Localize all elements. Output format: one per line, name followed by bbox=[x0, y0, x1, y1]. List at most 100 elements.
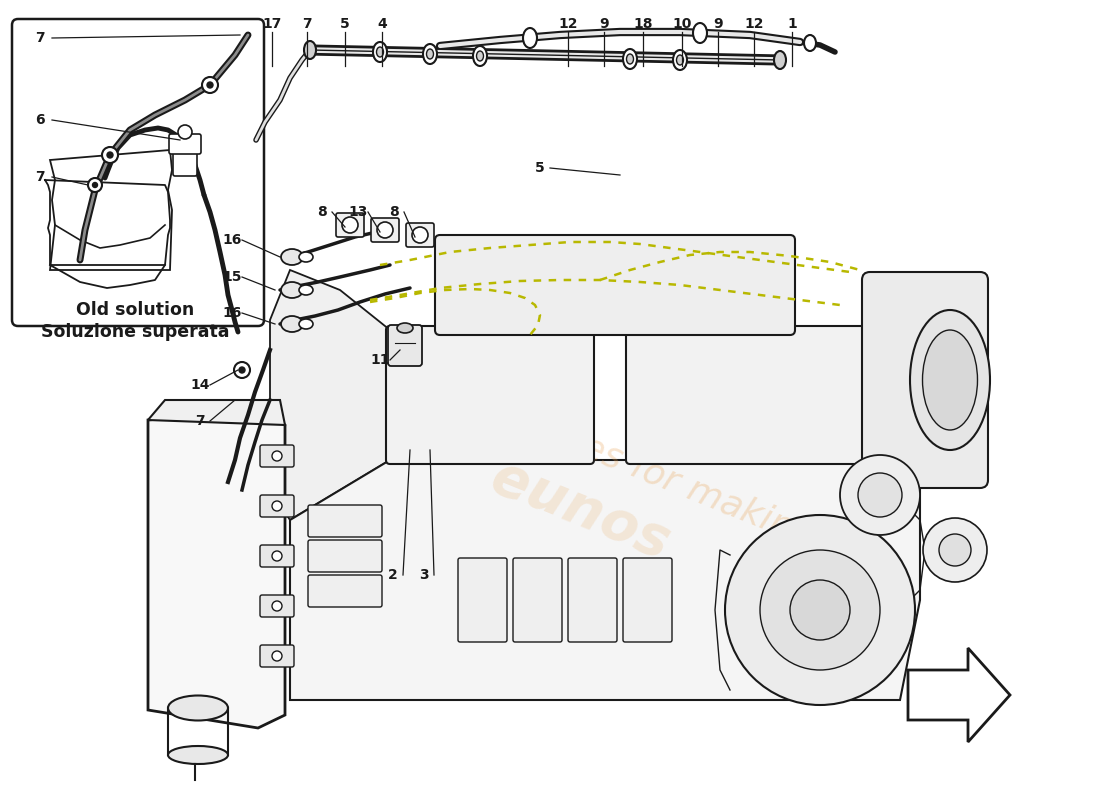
Text: 7: 7 bbox=[35, 170, 45, 184]
Ellipse shape bbox=[623, 49, 637, 69]
Text: 5: 5 bbox=[340, 17, 350, 31]
Text: 9: 9 bbox=[600, 17, 608, 31]
FancyBboxPatch shape bbox=[308, 575, 382, 607]
Circle shape bbox=[102, 147, 118, 163]
Circle shape bbox=[272, 451, 282, 461]
Circle shape bbox=[923, 518, 987, 582]
Text: 15: 15 bbox=[222, 270, 242, 284]
Circle shape bbox=[234, 362, 250, 378]
Circle shape bbox=[107, 152, 113, 158]
FancyBboxPatch shape bbox=[626, 326, 884, 464]
Ellipse shape bbox=[774, 51, 786, 69]
Ellipse shape bbox=[476, 51, 484, 61]
Circle shape bbox=[178, 125, 192, 139]
FancyBboxPatch shape bbox=[434, 235, 795, 335]
FancyBboxPatch shape bbox=[458, 558, 507, 642]
Polygon shape bbox=[270, 270, 390, 520]
Text: 17: 17 bbox=[262, 17, 282, 31]
Circle shape bbox=[272, 651, 282, 661]
Text: 8: 8 bbox=[317, 205, 327, 219]
FancyBboxPatch shape bbox=[260, 495, 294, 517]
Ellipse shape bbox=[304, 41, 316, 59]
Ellipse shape bbox=[473, 46, 487, 66]
Text: 10: 10 bbox=[672, 17, 692, 31]
Ellipse shape bbox=[693, 23, 707, 43]
Text: 12: 12 bbox=[558, 17, 578, 31]
Ellipse shape bbox=[673, 50, 688, 70]
Ellipse shape bbox=[280, 282, 302, 298]
Circle shape bbox=[412, 227, 428, 243]
Text: 16: 16 bbox=[222, 233, 242, 247]
FancyBboxPatch shape bbox=[260, 595, 294, 617]
Text: 6: 6 bbox=[35, 113, 45, 127]
Ellipse shape bbox=[376, 47, 384, 57]
Ellipse shape bbox=[299, 285, 314, 295]
Ellipse shape bbox=[522, 28, 537, 48]
Text: 7: 7 bbox=[302, 17, 311, 31]
Text: 13: 13 bbox=[349, 205, 367, 219]
Text: 3: 3 bbox=[419, 568, 429, 582]
Ellipse shape bbox=[627, 54, 634, 64]
Polygon shape bbox=[290, 460, 920, 700]
Text: 16: 16 bbox=[222, 306, 242, 320]
FancyBboxPatch shape bbox=[371, 218, 399, 242]
FancyBboxPatch shape bbox=[623, 558, 672, 642]
FancyBboxPatch shape bbox=[388, 325, 422, 366]
Ellipse shape bbox=[923, 330, 978, 430]
Polygon shape bbox=[50, 150, 172, 270]
Text: 12: 12 bbox=[745, 17, 763, 31]
Text: 7: 7 bbox=[195, 414, 205, 428]
Circle shape bbox=[92, 182, 98, 187]
Text: Soluzione superata: Soluzione superata bbox=[41, 323, 229, 341]
Circle shape bbox=[377, 222, 393, 238]
Ellipse shape bbox=[424, 44, 437, 64]
Ellipse shape bbox=[397, 323, 412, 333]
Ellipse shape bbox=[168, 746, 228, 764]
Ellipse shape bbox=[280, 316, 302, 332]
Circle shape bbox=[725, 515, 915, 705]
Circle shape bbox=[239, 367, 245, 373]
Text: 18: 18 bbox=[634, 17, 652, 31]
FancyBboxPatch shape bbox=[260, 545, 294, 567]
Polygon shape bbox=[908, 648, 1010, 742]
FancyBboxPatch shape bbox=[386, 326, 594, 464]
Ellipse shape bbox=[676, 55, 683, 65]
FancyBboxPatch shape bbox=[336, 213, 364, 237]
Ellipse shape bbox=[427, 49, 433, 59]
Circle shape bbox=[202, 77, 218, 93]
Circle shape bbox=[858, 473, 902, 517]
Polygon shape bbox=[148, 410, 285, 728]
Text: 14: 14 bbox=[190, 378, 210, 392]
Circle shape bbox=[207, 82, 213, 88]
Text: 4: 4 bbox=[377, 17, 387, 31]
Circle shape bbox=[342, 217, 358, 233]
FancyBboxPatch shape bbox=[260, 445, 294, 467]
Text: accessories for making: accessories for making bbox=[420, 366, 820, 554]
FancyBboxPatch shape bbox=[308, 505, 382, 537]
Ellipse shape bbox=[373, 42, 387, 62]
Text: 11: 11 bbox=[371, 353, 389, 367]
FancyBboxPatch shape bbox=[173, 150, 197, 176]
Ellipse shape bbox=[280, 249, 302, 265]
Text: 1: 1 bbox=[788, 17, 796, 31]
Text: Old solution: Old solution bbox=[76, 301, 194, 319]
FancyBboxPatch shape bbox=[308, 540, 382, 572]
Circle shape bbox=[939, 534, 971, 566]
Circle shape bbox=[272, 601, 282, 611]
FancyBboxPatch shape bbox=[513, 558, 562, 642]
Ellipse shape bbox=[299, 252, 314, 262]
Circle shape bbox=[840, 455, 920, 535]
FancyBboxPatch shape bbox=[169, 134, 201, 154]
FancyBboxPatch shape bbox=[406, 223, 434, 247]
Text: 9: 9 bbox=[713, 17, 723, 31]
Text: 5: 5 bbox=[535, 161, 544, 175]
Ellipse shape bbox=[804, 35, 816, 51]
Ellipse shape bbox=[910, 310, 990, 450]
Text: 2: 2 bbox=[388, 568, 398, 582]
FancyBboxPatch shape bbox=[862, 272, 988, 488]
Circle shape bbox=[272, 501, 282, 511]
Ellipse shape bbox=[168, 695, 228, 721]
FancyBboxPatch shape bbox=[568, 558, 617, 642]
Text: eunos: eunos bbox=[483, 450, 678, 570]
Text: 8: 8 bbox=[389, 205, 399, 219]
